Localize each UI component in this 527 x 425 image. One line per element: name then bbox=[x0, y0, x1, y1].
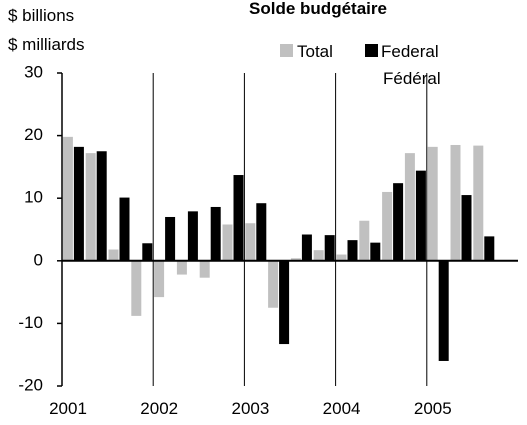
bar-federal bbox=[415, 170, 426, 261]
bar-federal bbox=[370, 242, 381, 261]
axes bbox=[57, 72, 518, 387]
bar-federal bbox=[347, 240, 358, 261]
bar-total bbox=[290, 258, 301, 261]
legend: Total Federal Fédéral bbox=[280, 42, 441, 88]
bar-total bbox=[108, 249, 119, 261]
bar-federal bbox=[393, 183, 404, 261]
legend-label-federal-fr: Fédéral bbox=[383, 69, 441, 88]
y-tick-label: -20 bbox=[18, 375, 43, 394]
series-total bbox=[62, 136, 484, 316]
y-tick-label: 0 bbox=[34, 250, 43, 269]
x-tick-label: 2002 bbox=[140, 399, 178, 418]
bar-federal bbox=[484, 236, 495, 261]
bar-federal bbox=[256, 203, 267, 261]
bar-total bbox=[245, 223, 256, 261]
bar-total bbox=[85, 153, 96, 261]
bar-total bbox=[382, 191, 393, 261]
bar-total bbox=[359, 220, 370, 261]
x-tick-label: 2004 bbox=[323, 399, 361, 418]
x-tick-label: 2005 bbox=[414, 399, 452, 418]
bar-total bbox=[313, 250, 324, 261]
y-tick-label: 10 bbox=[24, 188, 43, 207]
bar-federal bbox=[119, 197, 130, 261]
bar-total bbox=[450, 144, 461, 261]
bar-federal bbox=[233, 175, 244, 261]
bar-total bbox=[176, 260, 187, 275]
y-tick-label: -10 bbox=[18, 313, 43, 332]
bar-federal bbox=[438, 260, 449, 361]
bar-federal bbox=[96, 151, 107, 261]
bar-total bbox=[222, 224, 233, 261]
bar-federal bbox=[324, 235, 335, 261]
x-tick-labels: 2001 2002 2003 2004 2005 bbox=[49, 399, 452, 418]
bar-total bbox=[404, 153, 415, 261]
bar-total bbox=[473, 145, 484, 261]
bar-total bbox=[154, 260, 165, 298]
bar-federal bbox=[210, 206, 221, 261]
y-tick-label: 20 bbox=[24, 125, 43, 144]
legend-swatch-federal bbox=[365, 44, 378, 57]
legend-label-total: Total bbox=[297, 42, 333, 61]
bar-federal bbox=[301, 234, 312, 261]
bar-federal bbox=[461, 195, 472, 261]
y-tick-labels: -20 -10 0 10 20 30 bbox=[18, 62, 43, 394]
x-tick-label: 2003 bbox=[231, 399, 269, 418]
legend-swatch-total bbox=[280, 44, 293, 57]
bar-federal bbox=[142, 243, 153, 261]
y-tick-label: 30 bbox=[24, 62, 43, 81]
chart-title: Solde budgétaire bbox=[249, 0, 387, 18]
bar-federal bbox=[279, 260, 290, 345]
year-separators bbox=[152, 73, 428, 386]
bar-total bbox=[427, 146, 438, 261]
bar-total bbox=[336, 254, 347, 261]
bar-total bbox=[62, 136, 73, 261]
y-axis-label-fr: $ milliards bbox=[8, 35, 85, 54]
series-federal bbox=[73, 146, 495, 361]
y-axis-label-en: $ billions bbox=[8, 6, 74, 25]
x-tick-label: 2001 bbox=[49, 399, 87, 418]
bar-federal bbox=[165, 216, 176, 261]
bar-total bbox=[131, 260, 142, 316]
bar-total bbox=[199, 260, 210, 278]
bar-federal bbox=[187, 211, 198, 261]
legend-label-federal-en: Federal bbox=[381, 42, 439, 61]
bar-federal bbox=[73, 146, 84, 261]
bar-total bbox=[268, 260, 279, 308]
